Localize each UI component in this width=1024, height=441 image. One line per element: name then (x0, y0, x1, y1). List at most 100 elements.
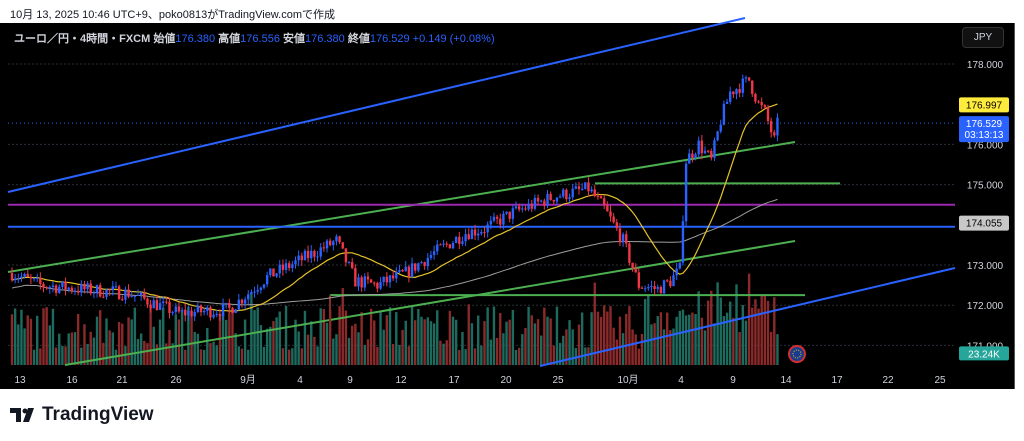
volume-bar (347, 337, 351, 365)
volume-bar (206, 327, 209, 365)
candle-body (76, 290, 80, 293)
volume-bar (700, 317, 704, 365)
candle-body (136, 294, 140, 296)
candle-body (20, 276, 23, 279)
volume-bar (379, 310, 382, 365)
volume-bar (247, 349, 250, 365)
volume-bar (391, 344, 395, 365)
volume-bar (369, 308, 373, 365)
candle-body (10, 273, 14, 281)
volume-bar (735, 284, 738, 365)
candle-body (587, 182, 590, 192)
candle-body (423, 262, 426, 267)
high-label: 高値 (218, 33, 241, 45)
volume-bar (568, 320, 571, 365)
tradingview-logo-icon (10, 408, 34, 422)
candle-body (133, 295, 137, 297)
volume-bar (439, 340, 442, 365)
volume-bar (486, 307, 489, 365)
volume-bar (766, 300, 770, 365)
volume-bar (738, 331, 741, 365)
volume-bar (165, 343, 168, 365)
volume-bar (669, 330, 672, 365)
volume-bar (423, 319, 426, 365)
candle-body (196, 305, 200, 313)
candle-body (382, 276, 385, 282)
candle-body (385, 276, 389, 283)
volume-bar (190, 316, 193, 365)
candle-body (473, 229, 477, 236)
volume-bar (117, 321, 121, 365)
candle-body (391, 275, 395, 279)
candle-body (388, 275, 392, 283)
candle-body (335, 236, 338, 242)
candle-body (215, 313, 218, 315)
volume-bar (470, 323, 474, 365)
volume-bar (58, 333, 61, 365)
volume-bar (253, 310, 256, 365)
candle-body (162, 301, 165, 304)
volume-bar (278, 311, 281, 365)
volume-bar (111, 332, 114, 365)
candle-body (61, 281, 64, 287)
volume-bar (442, 343, 445, 365)
volume-bar (398, 344, 401, 365)
candle-body (36, 277, 39, 279)
candle-body (89, 283, 92, 294)
candle-body (256, 289, 259, 292)
volume-bar (313, 336, 316, 365)
currency-button[interactable]: JPY (962, 27, 1004, 48)
volume-bar (23, 328, 26, 365)
volume-bar (599, 316, 603, 365)
candle-body (341, 242, 344, 249)
volume-bar (193, 331, 196, 365)
candle-body (127, 289, 130, 297)
candle-body (414, 263, 417, 271)
candle-body (174, 306, 177, 313)
candle-body (357, 277, 360, 287)
chart-caption: 10月 13, 2025 10:46 UTC+9、poko0813がTradin… (10, 9, 335, 21)
volume-bar (533, 323, 537, 365)
candle-body (593, 189, 596, 197)
volume-bar (549, 318, 552, 365)
volume-bar (291, 348, 294, 365)
volume-bar (212, 341, 215, 365)
candle-body (407, 266, 411, 277)
candle-body (511, 208, 515, 219)
tradingview-logo[interactable]: TradingView (10, 404, 154, 426)
volume-bar (61, 346, 64, 365)
volume-bar (234, 333, 237, 365)
volume-bar (121, 323, 124, 365)
candle-body (105, 289, 108, 297)
candle-body (555, 197, 559, 202)
candle-body (499, 218, 502, 225)
y-tick-label: 176.000 (967, 140, 1004, 151)
volume-bar (558, 342, 562, 365)
volume-bar (612, 327, 615, 365)
volume-bar (656, 316, 659, 365)
symbol-title[interactable]: ユーロ／円・4時間・FXCM (14, 33, 151, 45)
candle-body (477, 233, 480, 236)
high-value: 176.556 (240, 33, 280, 45)
volume-bar (73, 332, 77, 365)
logo-text: TradingView (42, 404, 154, 425)
candle-body (306, 250, 310, 259)
volume-bar (187, 306, 190, 365)
volume-bar (672, 328, 675, 365)
volume-bar (64, 346, 67, 365)
volume-bar (265, 328, 269, 365)
volume-bar (325, 322, 329, 365)
candle-body (432, 251, 436, 256)
volume-bar (105, 318, 108, 365)
candle-body (480, 232, 483, 234)
level-price-label: 174.055 (966, 219, 1003, 230)
volume-bar (722, 316, 726, 365)
candle-body (332, 241, 335, 246)
volume-bar (146, 343, 149, 365)
last-price-label: 176.529 (966, 119, 1003, 130)
volume-bar (366, 339, 370, 365)
volume-bar (184, 349, 187, 365)
x-tick-label: 9 (347, 375, 353, 386)
volume-bar (26, 315, 29, 365)
